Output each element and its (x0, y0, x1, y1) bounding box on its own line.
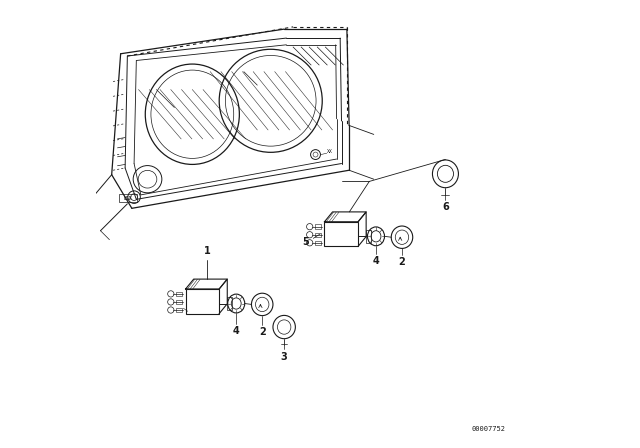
Bar (176, 300, 182, 304)
Bar (315, 233, 321, 237)
Text: 4: 4 (372, 256, 380, 267)
Text: 5: 5 (302, 237, 309, 247)
Bar (227, 297, 232, 310)
Bar (119, 194, 137, 202)
Bar (324, 222, 358, 246)
Text: 00007752: 00007752 (471, 426, 505, 432)
Bar (186, 289, 220, 314)
Bar (176, 292, 182, 296)
Bar (176, 308, 182, 312)
Bar (315, 241, 321, 245)
Bar (366, 229, 371, 243)
Text: XX: XX (327, 149, 333, 154)
Text: LSX: LSX (124, 196, 132, 201)
Text: 2: 2 (259, 327, 266, 337)
Text: 6: 6 (442, 202, 449, 211)
Text: 3: 3 (281, 352, 287, 362)
Text: 1: 1 (204, 246, 211, 256)
Bar (315, 224, 321, 229)
Text: 4: 4 (233, 326, 239, 336)
Text: 2: 2 (399, 257, 405, 267)
